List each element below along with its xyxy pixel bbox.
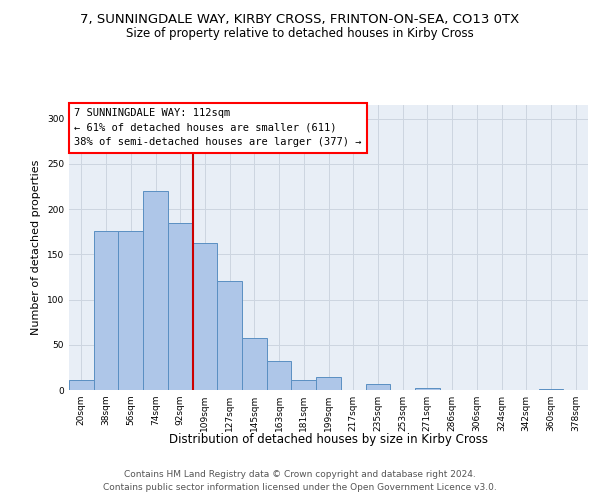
Text: Distribution of detached houses by size in Kirby Cross: Distribution of detached houses by size …	[169, 432, 488, 446]
Bar	[118, 231, 143, 390]
Bar	[365, 384, 390, 390]
Bar	[69, 380, 94, 390]
Bar	[316, 378, 341, 390]
Bar	[143, 191, 168, 390]
Bar	[415, 388, 440, 390]
Bar	[217, 282, 242, 390]
Bar	[539, 389, 563, 390]
Y-axis label: Number of detached properties: Number of detached properties	[31, 160, 41, 335]
Bar	[292, 380, 316, 390]
Bar	[242, 338, 267, 390]
Text: 7, SUNNINGDALE WAY, KIRBY CROSS, FRINTON-ON-SEA, CO13 0TX: 7, SUNNINGDALE WAY, KIRBY CROSS, FRINTON…	[80, 12, 520, 26]
Text: Size of property relative to detached houses in Kirby Cross: Size of property relative to detached ho…	[126, 28, 474, 40]
Text: Contains HM Land Registry data © Crown copyright and database right 2024.
Contai: Contains HM Land Registry data © Crown c…	[103, 470, 497, 492]
Bar	[267, 361, 292, 390]
Bar	[193, 242, 217, 390]
Text: 7 SUNNINGDALE WAY: 112sqm
← 61% of detached houses are smaller (611)
38% of semi: 7 SUNNINGDALE WAY: 112sqm ← 61% of detac…	[74, 108, 362, 148]
Bar	[168, 222, 193, 390]
Bar	[94, 231, 118, 390]
